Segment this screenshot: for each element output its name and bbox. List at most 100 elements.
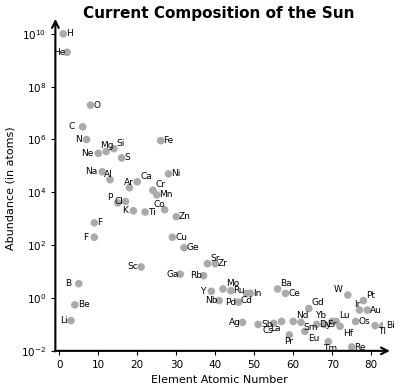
Text: Pd: Pd bbox=[225, 298, 236, 307]
Point bbox=[270, 320, 277, 326]
Text: Cl: Cl bbox=[114, 197, 123, 206]
Text: Lu: Lu bbox=[339, 311, 350, 320]
Point bbox=[372, 323, 378, 329]
Text: Sc: Sc bbox=[127, 262, 138, 271]
Point bbox=[80, 124, 86, 130]
Text: Ca: Ca bbox=[140, 172, 152, 181]
Text: Ru: Ru bbox=[234, 286, 245, 295]
Text: F: F bbox=[83, 233, 88, 242]
Point bbox=[208, 288, 214, 294]
Point bbox=[337, 323, 343, 330]
Point bbox=[220, 286, 226, 292]
Point bbox=[364, 307, 370, 313]
Text: Y: Y bbox=[200, 287, 206, 296]
Point bbox=[204, 260, 211, 267]
Text: Cd: Cd bbox=[241, 296, 253, 305]
Text: Ag: Ag bbox=[229, 318, 240, 327]
Point bbox=[290, 318, 296, 325]
Text: Mn: Mn bbox=[160, 190, 173, 199]
Text: Ga: Ga bbox=[166, 270, 179, 279]
Text: Mg: Mg bbox=[100, 142, 114, 151]
Text: O: O bbox=[93, 100, 100, 109]
Point bbox=[200, 273, 207, 279]
Text: In: In bbox=[253, 289, 262, 298]
Point bbox=[321, 321, 328, 328]
Point bbox=[173, 213, 180, 220]
Point bbox=[72, 302, 78, 308]
Text: F: F bbox=[97, 218, 102, 227]
Point bbox=[126, 185, 133, 191]
Text: C: C bbox=[69, 122, 75, 131]
Point bbox=[286, 332, 292, 338]
Point bbox=[111, 145, 117, 152]
Point bbox=[68, 317, 74, 324]
Text: Ba: Ba bbox=[280, 279, 292, 288]
Text: Bi: Bi bbox=[386, 321, 394, 330]
Point bbox=[228, 287, 234, 294]
Point bbox=[87, 102, 94, 108]
Point bbox=[60, 30, 66, 37]
Text: Ni: Ni bbox=[171, 169, 181, 178]
Text: Ce: Ce bbox=[288, 289, 300, 298]
Point bbox=[95, 150, 102, 156]
Text: Li: Li bbox=[60, 316, 68, 325]
Text: Fe: Fe bbox=[164, 136, 174, 145]
Text: Sr: Sr bbox=[210, 254, 220, 263]
Point bbox=[356, 307, 363, 313]
Point bbox=[91, 220, 98, 226]
Point bbox=[325, 339, 332, 345]
Point bbox=[177, 271, 183, 277]
Y-axis label: Abundance (in atoms): Abundance (in atoms) bbox=[6, 127, 16, 250]
Text: Yb: Yb bbox=[316, 311, 327, 320]
Text: Sm: Sm bbox=[304, 323, 318, 332]
Text: Nb: Nb bbox=[205, 296, 218, 305]
Point bbox=[302, 328, 308, 334]
Text: N: N bbox=[76, 135, 82, 144]
Text: Ir: Ir bbox=[354, 300, 360, 309]
X-axis label: Element Atomic Number: Element Atomic Number bbox=[151, 375, 288, 386]
Text: Gd: Gd bbox=[312, 298, 324, 307]
Text: Au: Au bbox=[370, 305, 382, 315]
Text: Hf: Hf bbox=[343, 329, 353, 338]
Text: Cr: Cr bbox=[156, 180, 166, 189]
Point bbox=[99, 169, 105, 175]
Point bbox=[274, 286, 281, 292]
Text: Ti: Ti bbox=[148, 208, 156, 217]
Point bbox=[348, 344, 355, 350]
Text: Mo: Mo bbox=[226, 279, 239, 288]
Point bbox=[91, 234, 98, 240]
Point bbox=[236, 299, 242, 305]
Point bbox=[282, 290, 289, 296]
Point bbox=[150, 187, 156, 194]
Point bbox=[142, 209, 148, 215]
Text: Th: Th bbox=[0, 390, 1, 391]
Point bbox=[212, 260, 218, 267]
Point bbox=[158, 138, 164, 144]
Point bbox=[314, 321, 320, 328]
Point bbox=[83, 136, 90, 143]
Point bbox=[380, 323, 386, 329]
Text: B: B bbox=[65, 279, 71, 288]
Text: Dy: Dy bbox=[320, 320, 332, 329]
Text: He: He bbox=[53, 48, 66, 57]
Text: Co: Co bbox=[154, 200, 165, 209]
Point bbox=[255, 321, 261, 328]
Text: K: K bbox=[122, 206, 128, 215]
Text: Er: Er bbox=[327, 320, 336, 329]
Text: Pr: Pr bbox=[284, 337, 293, 346]
Point bbox=[243, 290, 250, 296]
Title: Current Composition of the Sun: Current Composition of the Sun bbox=[83, 5, 355, 21]
Text: U: U bbox=[0, 390, 1, 391]
Point bbox=[165, 171, 172, 177]
Text: Zn: Zn bbox=[179, 212, 191, 221]
Point bbox=[122, 198, 129, 204]
Point bbox=[239, 319, 246, 325]
Point bbox=[345, 292, 351, 298]
Text: Si: Si bbox=[117, 138, 125, 148]
Point bbox=[247, 290, 254, 296]
Text: W: W bbox=[334, 285, 343, 294]
Text: Sb: Sb bbox=[261, 320, 272, 329]
Point bbox=[306, 305, 312, 312]
Text: Al: Al bbox=[104, 170, 113, 179]
Point bbox=[130, 208, 136, 214]
